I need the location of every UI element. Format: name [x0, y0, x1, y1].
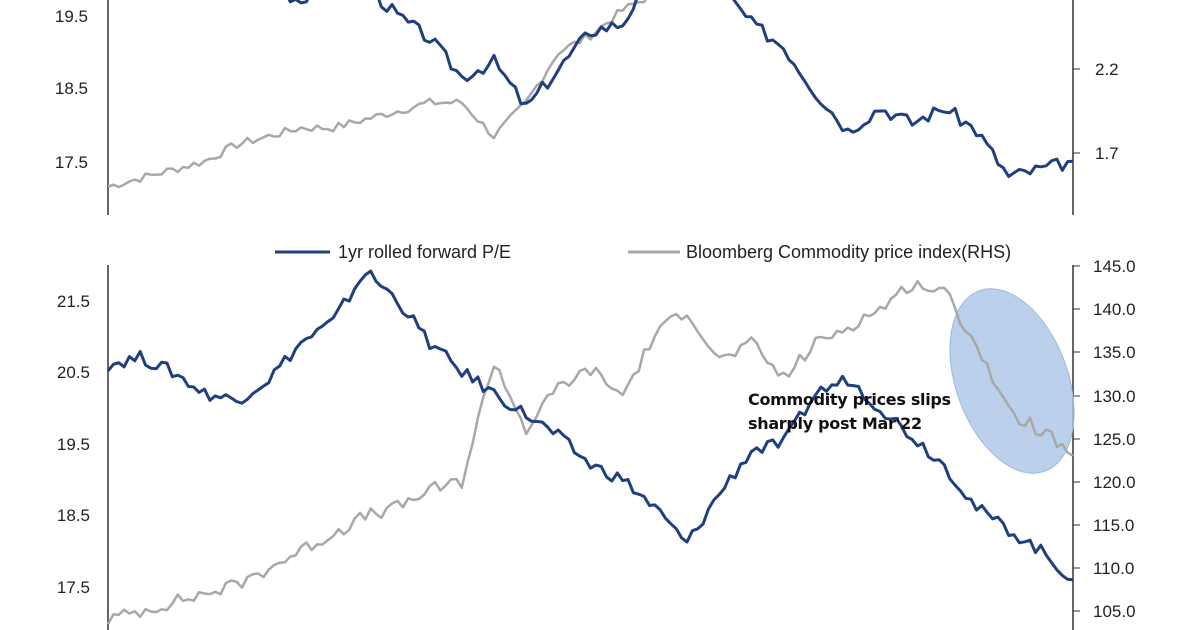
- top-left-ticks: 19.5 18.5 17.5: [55, 7, 88, 172]
- bottom-panel: 21.5 20.5 19.5 18.5 17.5 145.0 140.0 135…: [57, 257, 1136, 630]
- top-series-group: [107, 0, 1074, 189]
- tick-label: 19.5: [55, 7, 88, 26]
- legend: 1yr rolled forward P/E Bloomberg Commodi…: [275, 242, 1011, 262]
- tick-label: 18.5: [57, 506, 90, 525]
- tick-label: 18.5: [55, 79, 88, 98]
- tick-label: 20.5: [57, 363, 90, 382]
- highlight-ellipse: [949, 288, 1075, 474]
- top-panel: 19.5 18.5 17.5 2.2 1.7: [55, 0, 1119, 215]
- tick-label: 19.5: [57, 435, 90, 454]
- bottom-series-group: [106, 269, 1074, 625]
- bottom-right-ticks: 145.0 140.0 135.0 130.0 125.0 120.0 115.…: [1073, 257, 1136, 621]
- annotation-line-1: Commodity prices slips: [748, 390, 951, 409]
- tick-label: 2.2: [1095, 60, 1119, 79]
- tick-label: 21.5: [57, 292, 90, 311]
- tick-label: 105.0: [1093, 602, 1136, 621]
- tick-label: 110.0: [1093, 559, 1134, 578]
- bottom-left-ticks: 21.5 20.5 19.5 18.5 17.5: [57, 292, 90, 597]
- tick-label: 125.0: [1093, 430, 1136, 449]
- commodity-series-line: [106, 279, 1074, 625]
- tick-label: 140.0: [1093, 300, 1136, 319]
- annotation-line-2: sharply post Mar'22: [748, 414, 922, 433]
- tick-label: 17.5: [55, 153, 88, 172]
- legend-commodity-label: Bloomberg Commodity price index(RHS): [686, 242, 1011, 262]
- tick-label: 145.0: [1093, 257, 1136, 276]
- tick-label: 17.5: [57, 578, 90, 597]
- top-right-ticks: 2.2 1.7: [1073, 60, 1119, 163]
- pe-series-line: [287, 0, 1074, 178]
- tick-label: 1.7: [1095, 144, 1119, 163]
- tick-label: 135.0: [1093, 343, 1136, 362]
- tick-label: 130.0: [1093, 387, 1136, 406]
- pe-series-line: [106, 269, 1074, 582]
- tick-label: 120.0: [1093, 473, 1136, 492]
- chart-annotation: Commodity prices slips sharply post Mar'…: [748, 388, 951, 436]
- commodity-series-line: [107, 0, 647, 189]
- legend-pe-label: 1yr rolled forward P/E: [338, 242, 511, 262]
- tick-label: 115.0: [1093, 516, 1134, 535]
